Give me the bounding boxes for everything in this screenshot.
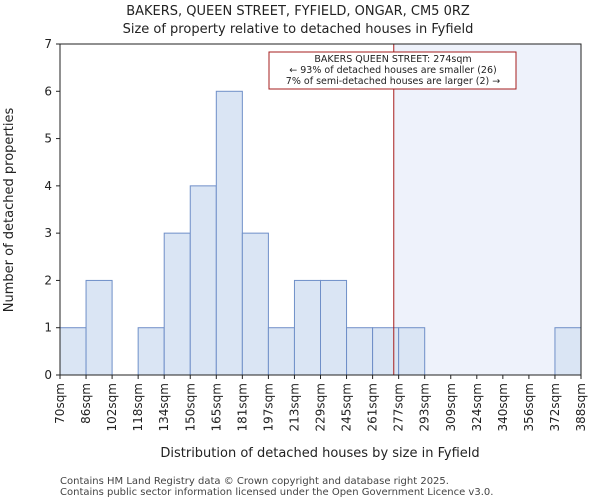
bar-118sqm: [137, 327, 165, 376]
bar-229sqm: [320, 279, 348, 376]
x-tick-label: 150sqm: [183, 383, 197, 431]
y-tick-label: 3: [44, 226, 52, 240]
bar-134sqm: [163, 232, 191, 376]
x-tick-label: 277sqm: [392, 383, 406, 431]
y-tick-label: 4: [44, 179, 52, 193]
x-tick-label: 213sqm: [287, 383, 301, 431]
footer-line-2: Contains public sector information licen…: [60, 487, 493, 498]
bar-165sqm: [215, 90, 243, 376]
larger-properties-shade: [393, 44, 581, 375]
bar-277sqm: [398, 327, 426, 376]
x-tick-label: 356sqm: [522, 383, 536, 431]
footer-line-1: Contains HM Land Registry data © Crown c…: [60, 476, 449, 487]
y-tick-label: 2: [44, 273, 52, 287]
annotation-line-3: 7% of semi-detached houses are larger (2…: [286, 76, 500, 87]
y-axis-label: Number of detached properties: [2, 108, 17, 313]
x-tick-label: 165sqm: [209, 383, 223, 431]
x-tick-label: 86sqm: [79, 383, 93, 424]
bar-261sqm: [372, 327, 400, 376]
annotation-border: [268, 51, 517, 90]
x-tick-label: 229sqm: [314, 383, 328, 431]
bar-245sqm: [346, 327, 374, 376]
x-tick-label: 70sqm: [53, 383, 67, 424]
y-tick-label: 5: [44, 132, 52, 146]
bar-150sqm: [189, 185, 217, 376]
x-tick-label: 309sqm: [444, 383, 458, 431]
x-tick-label: 340sqm: [496, 383, 510, 431]
chart-title: BAKERS, QUEEN STREET, FYFIELD, ONGAR, CM…: [126, 4, 470, 19]
bar-70sqm: [59, 327, 87, 376]
x-tick-label: 197sqm: [261, 383, 275, 431]
x-tick-label: 181sqm: [235, 383, 249, 431]
annotation-line-2: ← 93% of detached houses are smaller (26…: [289, 65, 496, 76]
bar-213sqm: [293, 279, 322, 376]
y-tick-label: 7: [44, 37, 52, 51]
x-axis-ticks: 70sqm 86sqm 102sqm 118sqm 134sqm 150sqm 165sqm…: [53, 375, 588, 431]
chart-subtitle: Size of property relative to detached ho…: [123, 22, 474, 37]
bar-372sqm: [554, 327, 582, 376]
x-tick-label: 134sqm: [157, 383, 171, 431]
x-tick-label: 118sqm: [131, 383, 145, 431]
x-tick-label: 372sqm: [548, 383, 562, 431]
x-tick-label: 293sqm: [418, 383, 432, 431]
annotation-box: BAKERS QUEEN STREET: 274sqm ← 93% of det…: [268, 51, 517, 90]
bar-181sqm: [241, 232, 269, 376]
y-tick-label: 0: [44, 368, 52, 382]
x-tick-label: 261sqm: [366, 383, 380, 431]
bar-86sqm: [85, 279, 113, 376]
x-tick-label: 102sqm: [105, 383, 119, 431]
annotation-line-1: BAKERS QUEEN STREET: 274sqm: [314, 54, 471, 65]
bars-group: [59, 90, 582, 376]
bar-197sqm: [267, 327, 295, 376]
y-tick-label: 1: [44, 321, 52, 335]
y-tick-label: 6: [44, 84, 52, 98]
x-axis-label: Distribution of detached houses by size …: [160, 446, 479, 461]
y-axis-ticks: 0 1 2 3 4 5 6 7: [44, 37, 60, 382]
x-tick-label: 324sqm: [470, 383, 484, 431]
x-tick-label: 388sqm: [574, 383, 588, 431]
x-tick-label: 245sqm: [340, 383, 354, 431]
